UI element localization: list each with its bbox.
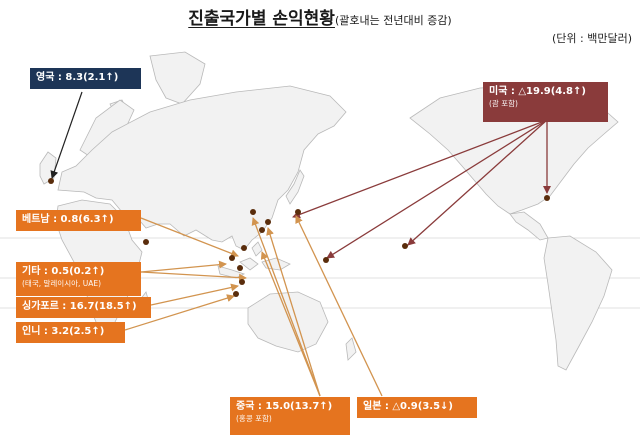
marker-guam [323, 257, 329, 263]
marker-singapore [239, 279, 245, 285]
marker-japan [295, 209, 301, 215]
label-china: 중국 : 15.0(13.7↑) (홍콩 포함) [230, 397, 350, 435]
marker-thailand [229, 255, 235, 261]
unit-label: (단위 : 백만달러) [551, 32, 632, 45]
marker-hongkong [259, 227, 265, 233]
label-uk: 영국 : 8.3(2.1↑) [30, 68, 141, 89]
label-japan: 일본 : △0.9(3.5↓) [357, 397, 477, 418]
page-title: 진출국가별 손익현황 [188, 9, 335, 29]
marker-hawaii [402, 243, 408, 249]
label-indonesia: 인니 : 3.2(2.5↑) [16, 322, 125, 343]
marker-usa [544, 195, 550, 201]
marker-uae [143, 239, 149, 245]
marker-malaysia [237, 265, 243, 271]
marker-uk [48, 178, 54, 184]
location-markers [48, 178, 550, 297]
page-subtitle: (괄호내는 전년대비 증감) [334, 14, 452, 27]
marker-china-1 [250, 209, 256, 215]
uk-arrow [50, 91, 83, 179]
label-usa: 미국 : △19.9(4.8↑) (괌 포함) [483, 82, 608, 122]
label-singapore: 싱가포르 : 16.7(18.5↑) [16, 297, 151, 318]
page-title-block: 진출국가별 손익현황(괄호내는 전년대비 증감) [0, 4, 640, 29]
label-others: 기타 : 0.5(0.2↑) (태국, 말레이시아, UAE) [16, 262, 141, 296]
marker-vietnam [241, 245, 247, 251]
label-vietnam: 베트남 : 0.8(6.3↑) [16, 210, 141, 231]
marker-china-2 [265, 219, 271, 225]
marker-indonesia [233, 291, 239, 297]
usa-arrows [292, 119, 551, 259]
asia-arrows [124, 215, 383, 397]
